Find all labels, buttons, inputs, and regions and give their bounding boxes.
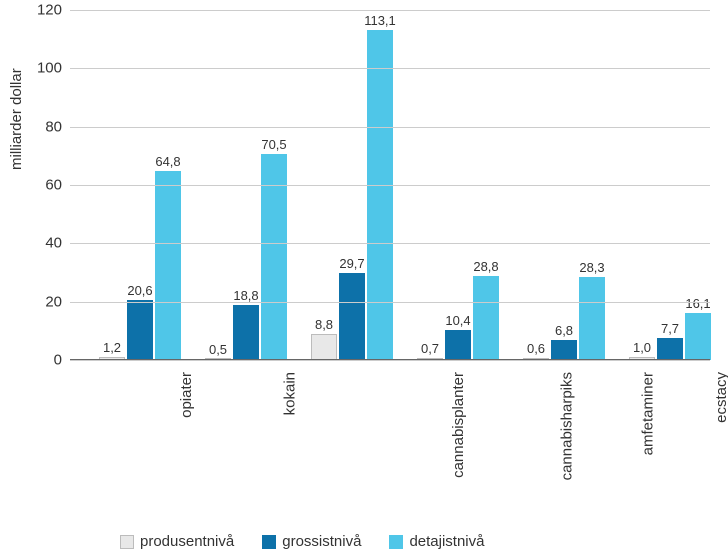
gridline [70, 68, 710, 69]
bar-value-label: 70,5 [261, 137, 286, 152]
gridline [70, 360, 710, 361]
bar-value-label: 28,8 [473, 259, 498, 274]
y-tick-label: 40 [22, 235, 62, 252]
x-category-label: amfetaminer [639, 372, 656, 455]
bar-value-label: 1,0 [633, 340, 651, 355]
bar-value-label: 8,8 [315, 317, 333, 332]
bar-value-label: 16,1 [685, 296, 710, 311]
bar-value-label: 0,6 [527, 341, 545, 356]
legend-item: detajistnivå [389, 533, 484, 550]
bar-value-label: 7,7 [661, 321, 679, 336]
y-tick-label: 60 [22, 177, 62, 194]
legend: produsentnivå grossistnivå detajistnivå [120, 533, 484, 550]
bar-value-label: 0,7 [421, 341, 439, 356]
x-category-label: opiater [178, 372, 195, 418]
x-category-label: cannabisharpiks [558, 372, 575, 480]
y-tick-label: 100 [22, 60, 62, 77]
bar-value-label: 10,4 [445, 313, 470, 328]
gridline [70, 127, 710, 128]
gridline [70, 10, 710, 11]
y-tick-label: 80 [22, 118, 62, 135]
y-tick-label: 0 [22, 352, 62, 369]
gridline [70, 185, 710, 186]
bar [155, 171, 181, 360]
bar [473, 276, 499, 360]
plot-area: 1,220,664,80,518,870,58,829,7113,10,710,… [70, 10, 710, 360]
legend-item: grossistnivå [262, 533, 361, 550]
legend-label: grossistnivå [282, 533, 361, 550]
legend-swatch [120, 535, 134, 549]
bar-value-label: 29,7 [339, 256, 364, 271]
x-category-label: ecstacy [713, 372, 728, 423]
bar [657, 338, 683, 360]
legend-item: produsentnivå [120, 533, 234, 550]
bar [233, 305, 259, 360]
bar [311, 334, 337, 360]
bar-value-label: 20,6 [127, 283, 152, 298]
bar-value-label: 0,5 [209, 342, 227, 357]
legend-swatch [389, 535, 403, 549]
bar-value-label: 64,8 [155, 154, 180, 169]
bar [367, 30, 393, 360]
bar [445, 330, 471, 360]
bar [339, 273, 365, 360]
legend-swatch [262, 535, 276, 549]
bar [685, 313, 711, 360]
y-tick-label: 120 [22, 2, 62, 19]
x-category-label: kokain [281, 372, 298, 415]
y-tick-label: 20 [22, 293, 62, 310]
legend-label: produsentnivå [140, 533, 234, 550]
gridline [70, 302, 710, 303]
bar-value-label: 1,2 [103, 340, 121, 355]
bar-value-label: 28,3 [579, 260, 604, 275]
bar [551, 340, 577, 360]
gridline [70, 243, 710, 244]
legend-label: detajistnivå [409, 533, 484, 550]
x-category-label: cannabisplanter [450, 372, 467, 478]
bar [579, 277, 605, 360]
bar-value-label: 113,1 [364, 13, 396, 28]
bar [127, 300, 153, 360]
chart-container: milliarder dollar 1,220,664,80,518,870,5… [0, 0, 728, 560]
bar-value-label: 6,8 [555, 323, 573, 338]
